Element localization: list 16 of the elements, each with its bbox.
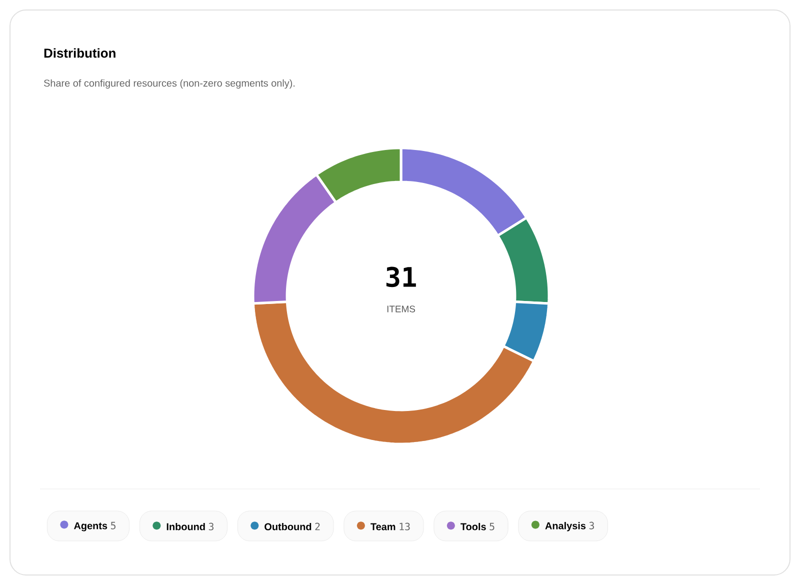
legend-label: Agents [74,522,108,532]
legend-label: Inbound [166,522,205,530]
legend-label: Tools [460,522,486,530]
data-label: 3 [589,522,594,530]
chart-subtitle: Share of configured resources (non-zero segments only). [44,79,295,89]
text: ITEMS [387,306,416,312]
data-label: 13 [400,522,410,530]
data-label: 5 [110,522,116,530]
legend-label: Outbound [264,522,312,530]
legend-label: Team [370,523,396,530]
data-label: 5 [490,522,494,530]
text: 31 [386,266,416,288]
chart-title: Distribution [44,48,116,58]
data-label: 2 [315,522,320,530]
data-label: 3 [208,522,214,530]
legend-label: Analysis [545,522,586,532]
